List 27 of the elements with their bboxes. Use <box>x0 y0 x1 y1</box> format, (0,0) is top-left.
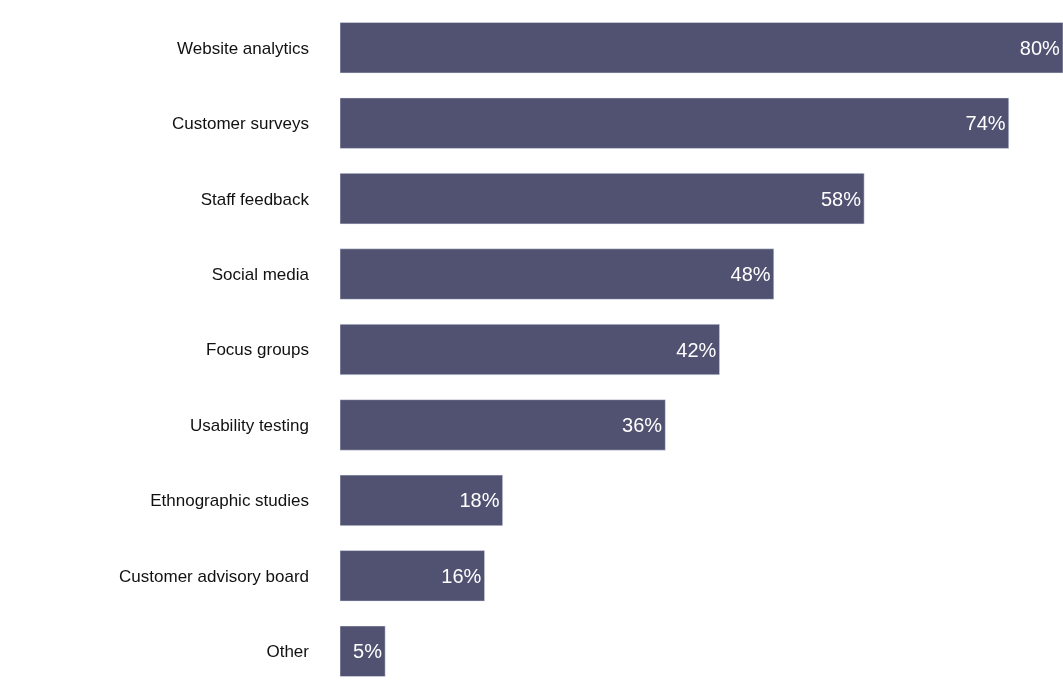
bar <box>340 399 666 451</box>
y-tick-label: Staff feedback <box>200 189 310 209</box>
y-tick-label: Website analytics <box>177 38 309 58</box>
data-label: 16% <box>441 564 482 587</box>
data-label: 80% <box>1019 36 1060 59</box>
data-label: 48% <box>730 263 771 286</box>
y-tick-label: Other <box>266 642 310 662</box>
data-label: 74% <box>965 112 1006 135</box>
y-tick-label: Usability testing <box>189 415 309 435</box>
y-tick-label: Social media <box>211 265 310 285</box>
bar <box>340 97 1010 149</box>
data-label: 5% <box>353 640 383 663</box>
bar <box>340 173 865 225</box>
bar <box>340 550 485 602</box>
data-label: 36% <box>622 413 663 436</box>
y-tick-label: Customer advisory board <box>119 566 309 586</box>
data-label: 18% <box>459 489 500 512</box>
bar <box>340 323 720 376</box>
data-label: 42% <box>676 338 717 361</box>
bar <box>340 22 1063 74</box>
data-label: 58% <box>820 187 862 210</box>
y-tick-label: Ethnographic studies <box>150 491 309 511</box>
bar <box>340 248 775 300</box>
bar <box>340 474 503 526</box>
y-tick-label: Focus groups <box>206 340 309 360</box>
bar <box>340 625 386 677</box>
y-tick-label: Customer surveys <box>172 114 309 134</box>
